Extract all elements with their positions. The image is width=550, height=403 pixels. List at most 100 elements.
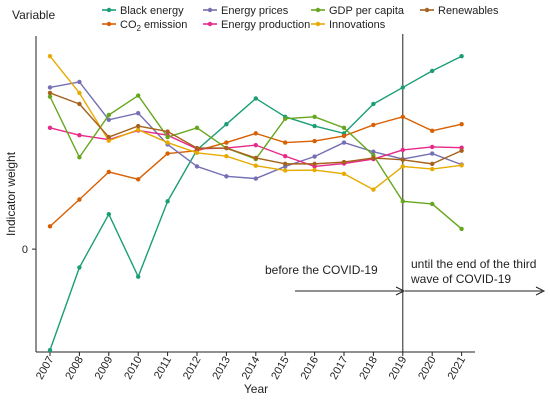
legend-label: Innovations bbox=[329, 19, 386, 31]
data-point bbox=[459, 226, 464, 232]
series-group bbox=[47, 93, 464, 232]
data-point bbox=[253, 176, 258, 181]
data-point bbox=[77, 79, 82, 85]
data-point bbox=[459, 54, 464, 59]
data-point bbox=[47, 85, 53, 90]
data-point bbox=[47, 224, 53, 229]
data-point bbox=[283, 153, 288, 159]
after-covid-label-line2: wave of COVID-19 bbox=[410, 272, 511, 286]
data-point bbox=[371, 101, 376, 107]
data-point bbox=[400, 164, 405, 169]
data-point bbox=[224, 121, 229, 127]
legend-label: Renewables bbox=[438, 5, 499, 17]
data-point bbox=[253, 142, 258, 148]
data-point bbox=[253, 131, 258, 136]
data-point bbox=[341, 171, 347, 176]
series-group bbox=[47, 114, 464, 229]
data-point bbox=[371, 155, 376, 161]
legend-swatch-dot bbox=[207, 21, 213, 27]
data-point bbox=[400, 114, 405, 120]
legend-item: GDP per capita bbox=[311, 5, 405, 17]
data-point bbox=[283, 116, 288, 121]
legend-label: Energy prices bbox=[221, 5, 289, 17]
annotations: before the COVID-19 until the end of the… bbox=[265, 257, 546, 296]
x-tick-label: 2018 bbox=[357, 355, 380, 382]
x-tick-label: 2011 bbox=[152, 355, 174, 381]
data-point bbox=[341, 133, 347, 139]
data-point bbox=[312, 138, 317, 144]
x-tick-label: 2013 bbox=[210, 355, 233, 382]
data-point bbox=[253, 96, 258, 101]
data-point bbox=[430, 201, 435, 207]
data-point bbox=[106, 212, 112, 217]
legend-swatch-dot bbox=[207, 7, 213, 13]
series-group bbox=[47, 54, 464, 192]
data-point bbox=[224, 153, 229, 159]
y-axis-label: Indicator weight bbox=[4, 151, 18, 236]
data-point bbox=[165, 199, 170, 204]
data-point bbox=[341, 125, 347, 131]
data-point bbox=[253, 163, 258, 168]
data-point bbox=[430, 161, 435, 167]
x-axis-label: Year bbox=[244, 382, 268, 396]
data-point bbox=[400, 199, 405, 204]
data-point bbox=[77, 133, 82, 138]
x-tick-label: 2012 bbox=[181, 355, 204, 382]
legend-label: GDP per capita bbox=[329, 5, 405, 17]
after-covid-label-line1: until the end of the third bbox=[411, 257, 536, 271]
before-covid-label: before the COVID-19 bbox=[265, 263, 378, 277]
series-line bbox=[49, 94, 463, 230]
legend: Variable Black energy CO2 emission Energy … bbox=[12, 5, 499, 33]
x-tick-label: 2010 bbox=[122, 355, 145, 382]
series-line bbox=[49, 55, 462, 191]
legend-swatch-dot bbox=[315, 21, 321, 27]
data-point bbox=[400, 147, 405, 153]
data-point bbox=[77, 197, 82, 202]
legend-label: Energy production bbox=[221, 19, 310, 31]
data-point bbox=[77, 265, 82, 270]
data-point bbox=[283, 168, 288, 173]
data-point bbox=[430, 68, 435, 74]
data-point bbox=[312, 114, 317, 120]
x-tick-label: 2015 bbox=[269, 355, 292, 382]
data-point bbox=[400, 157, 405, 163]
data-point bbox=[400, 85, 405, 90]
x-tick-label: 2008 bbox=[63, 355, 86, 382]
data-point bbox=[312, 161, 317, 167]
data-point bbox=[224, 145, 229, 151]
x-tick-label: 2007 bbox=[34, 355, 57, 382]
series-group bbox=[47, 54, 464, 353]
data-point bbox=[430, 144, 435, 150]
before-covid-arrowhead bbox=[395, 286, 406, 296]
after-covid-arrowhead bbox=[535, 286, 546, 296]
data-point bbox=[341, 159, 347, 165]
series-layer bbox=[47, 54, 464, 353]
data-point bbox=[312, 154, 317, 159]
x-tick-label: 2014 bbox=[240, 355, 263, 382]
data-point bbox=[165, 134, 170, 140]
data-point bbox=[136, 93, 141, 98]
data-point bbox=[194, 150, 200, 156]
data-point bbox=[136, 127, 141, 132]
legend-item: Renewables bbox=[420, 5, 499, 17]
data-point bbox=[371, 149, 376, 154]
data-point bbox=[47, 347, 53, 353]
data-point bbox=[430, 166, 435, 172]
data-point bbox=[459, 148, 464, 153]
legend-item: Energy prices bbox=[203, 5, 289, 17]
data-point bbox=[371, 122, 376, 128]
x-tick-label: 2009 bbox=[93, 355, 116, 382]
data-point bbox=[47, 94, 53, 99]
data-point bbox=[77, 155, 82, 160]
data-point bbox=[47, 90, 53, 96]
legend-title: Variable bbox=[12, 8, 55, 22]
data-point bbox=[77, 101, 82, 107]
data-point bbox=[77, 90, 82, 96]
legend-swatch-dot bbox=[106, 7, 112, 13]
data-point bbox=[106, 117, 112, 122]
data-point bbox=[253, 155, 258, 161]
data-point bbox=[136, 123, 141, 129]
legend-swatch-dot bbox=[315, 7, 321, 13]
series-group bbox=[47, 90, 464, 167]
